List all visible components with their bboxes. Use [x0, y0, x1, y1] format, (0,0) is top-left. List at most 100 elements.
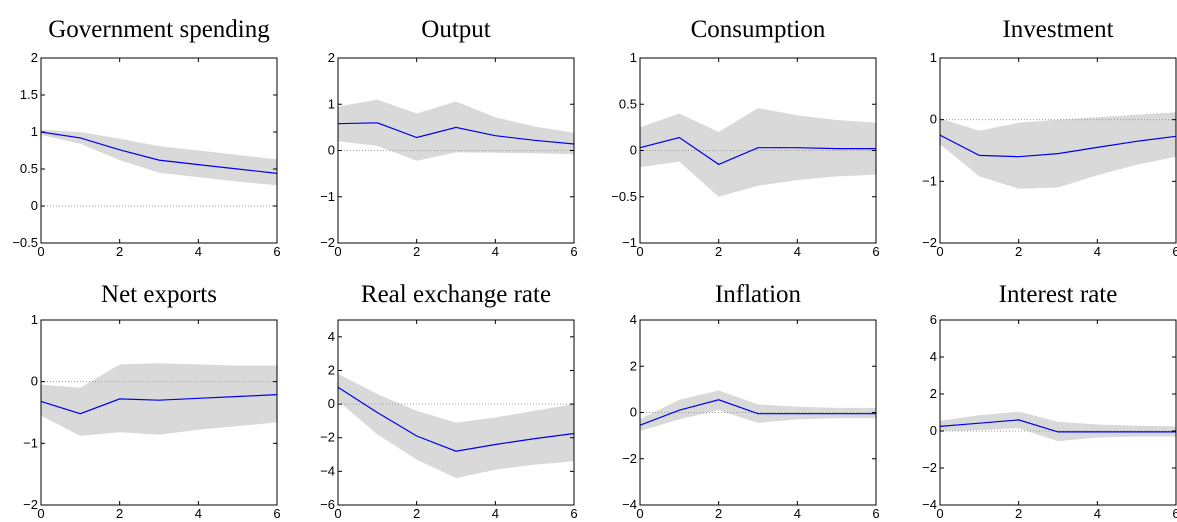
panel-real-exchange-rate-ytick-label: −4: [320, 463, 335, 478]
panel-inflation-ytick-label: −4: [622, 497, 637, 512]
panel-interest-rate-response-line: [939, 419, 1176, 433]
panel-government-spending-frame: [40, 57, 278, 244]
panel-interest-rate-title: Interest rate: [999, 281, 1118, 308]
panel-government-spending-xtick-label: 2: [116, 244, 123, 259]
panel-real-exchange-rate-xtick-label: 6: [570, 506, 577, 521]
panel-government-spending-ytick-label: 0: [31, 198, 38, 213]
panel-real-exchange-rate-title: Real exchange rate: [361, 281, 551, 308]
panel-inflation-ytick-label: −2: [622, 451, 637, 466]
panel-inflation-ytick-label: 0: [630, 405, 637, 420]
panel-inflation: Inflation 0 2 4 6 −4 −2 0 2 4: [622, 281, 879, 521]
panel-real-exchange-rate-xtick-label: 2: [413, 506, 420, 521]
panel-net-exports-response-line: [40, 394, 278, 415]
panel-net-exports-ytick-label: 0: [31, 374, 38, 389]
panel-net-exports-xtick-label: 0: [37, 506, 44, 521]
panel-government-spending-xtick-label: 4: [195, 244, 202, 259]
panel-net-exports-band: [41, 363, 277, 436]
panel-output-xtick-label: 6: [570, 244, 577, 259]
panel-net-exports-ytick-label: −1: [23, 435, 38, 450]
panel-net-exports-xtick-label: 2: [116, 506, 123, 521]
panel-consumption-xtick-label: 6: [872, 244, 879, 259]
panel-interest-rate-xtick-label: 2: [1015, 506, 1022, 521]
panel-government-spending-xtick-label: 6: [273, 244, 280, 259]
panel-consumption-title: Consumption: [691, 16, 826, 43]
panel-interest-rate-ytick-label: −2: [922, 460, 937, 475]
panel-interest-rate-band: [940, 411, 1176, 442]
panel-inflation-response-line: [639, 399, 876, 426]
panel-net-exports-frame: [40, 319, 278, 506]
panel-real-exchange-rate-ytick-label: −6: [320, 497, 335, 512]
panel-consumption-response-line: [639, 136, 876, 166]
panel-output-band: [338, 99, 574, 161]
panel-net-exports-xtick-label: 4: [195, 506, 202, 521]
panel-investment-xtick-label: 4: [1094, 244, 1101, 259]
panel-net-exports-title: Net exports: [101, 281, 217, 308]
panel-output-title: Output: [421, 16, 491, 43]
panel-inflation-ytick-label: 2: [630, 358, 637, 373]
panel-consumption-ytick-label: 1: [630, 50, 637, 65]
panel-output-xtick-label: 0: [334, 244, 341, 259]
panel-real-exchange-rate-ytick-label: 0: [328, 396, 335, 411]
panel-real-exchange-rate-xtick-label: 4: [492, 506, 499, 521]
panel-output-ytick-label: −2: [320, 235, 335, 250]
panel-interest-rate-ytick-label: −4: [922, 497, 937, 512]
panel-output-response-line: [337, 122, 575, 145]
panel-investment-xtick-label: 0: [936, 244, 943, 259]
panel-consumption-xtick-label: 0: [636, 244, 643, 259]
panel-output-xtick-label: 2: [413, 244, 420, 259]
panel-investment: Investment 0 2 4 6 −2 −1 0 1: [922, 16, 1177, 259]
panel-inflation-ytick-label: 4: [630, 312, 637, 327]
panel-interest-rate-xtick-label: 0: [936, 506, 943, 521]
panel-government-spending-band: [41, 129, 277, 186]
panel-investment-ytick-label: −1: [922, 173, 937, 188]
panel-investment-band: [940, 112, 1176, 189]
panel-real-exchange-rate-response-line: [337, 386, 575, 452]
panel-real-exchange-rate: Real exchange rate 0 2 4 6 −6 −4 −2 0 2 4: [320, 281, 577, 521]
panel-consumption-band: [640, 108, 876, 197]
panel-real-exchange-rate-band: [338, 373, 574, 479]
panel-real-exchange-rate-ytick-label: −2: [320, 430, 335, 445]
panel-investment-frame: [939, 57, 1177, 244]
panel-government-spending-ytick-label: 2: [31, 50, 38, 65]
panel-consumption-ytick-label: −0.5: [611, 189, 637, 204]
panel-investment-xtick-label: 2: [1015, 244, 1022, 259]
panel-consumption-xtick-label: 4: [794, 244, 801, 259]
panel-consumption: Consumption 0 2 4 6 −1 −0.5 0 0.5 1: [611, 16, 879, 259]
panel-government-spending-xtick-label: 0: [37, 244, 44, 259]
panel-interest-rate-ytick-label: 2: [930, 386, 937, 401]
panel-net-exports-ytick-label: 1: [31, 312, 38, 327]
panel-consumption-ytick-label: −1: [622, 235, 637, 250]
panel-government-spending-ytick-label: 1.5: [20, 87, 38, 102]
panel-output-ytick-label: 0: [328, 143, 335, 158]
panel-output-xtick-label: 4: [492, 244, 499, 259]
panel-output-ytick-label: 2: [328, 50, 335, 65]
panel-investment-xtick-label: 6: [1172, 244, 1177, 259]
panel-net-exports-xtick-label: 6: [273, 506, 280, 521]
panel-real-exchange-rate-ytick-label: 2: [328, 362, 335, 377]
panel-government-spending-response-line: [40, 131, 278, 174]
panel-government-spending-title: Government spending: [48, 16, 270, 43]
panel-investment-ytick-label: −2: [922, 235, 937, 250]
panel-inflation-xtick-label: 4: [794, 506, 801, 521]
panel-interest-rate: Interest rate 0 2 4 6 −4 −2 0 2 4 6: [922, 281, 1177, 521]
panel-interest-rate-ytick-label: 4: [930, 349, 937, 364]
panel-output-ytick-label: 1: [328, 96, 335, 111]
panel-consumption-ytick-label: 0.5: [619, 96, 637, 111]
panel-real-exchange-rate-xtick-label: 0: [334, 506, 341, 521]
panel-interest-rate-ytick-label: 0: [930, 423, 937, 438]
panel-interest-rate-xtick-label: 6: [1172, 506, 1177, 521]
panel-investment-title: Investment: [1002, 16, 1113, 43]
panel-inflation-title: Inflation: [715, 281, 802, 308]
panel-net-exports-ytick-label: −2: [23, 497, 38, 512]
panel-inflation-xtick-label: 6: [872, 506, 879, 521]
panel-investment-ytick-label: 0: [930, 112, 937, 127]
panel-inflation-xtick-label: 0: [636, 506, 643, 521]
panel-government-spending-ytick-label: 0.5: [20, 161, 38, 176]
panel-consumption-ytick-label: 0: [630, 143, 637, 158]
panel-investment-ytick-label: 1: [930, 50, 937, 65]
panel-interest-rate-ytick-label: 6: [930, 312, 937, 327]
panel-government-spending-ytick-label: −0.5: [12, 235, 38, 250]
panel-inflation-xtick-label: 2: [715, 506, 722, 521]
panel-government-spending-ytick-label: 1: [31, 124, 38, 139]
